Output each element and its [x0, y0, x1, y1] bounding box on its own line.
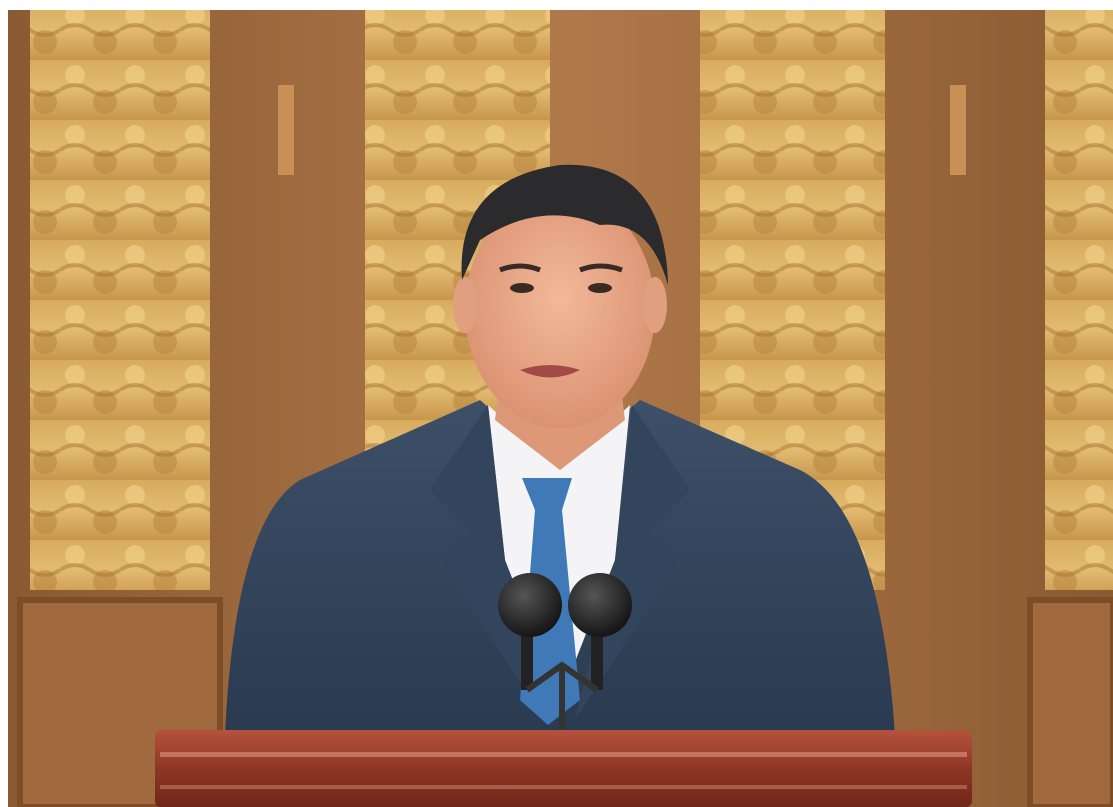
mouth [520, 365, 580, 378]
door-handle [278, 85, 294, 175]
carved-panel [1045, 10, 1113, 590]
eye [510, 283, 534, 293]
lapel [430, 405, 545, 720]
eye [588, 283, 612, 293]
lower-panel [1027, 597, 1113, 807]
mic-stem [591, 630, 603, 690]
mic-stem [521, 630, 533, 690]
eyebrow [499, 263, 541, 273]
face [465, 192, 655, 428]
door-handle [950, 85, 966, 175]
microphone [568, 573, 632, 637]
podium-trim [160, 785, 967, 789]
eyebrow [579, 263, 623, 273]
ear [453, 277, 477, 333]
microphone [498, 573, 562, 637]
lapel [575, 405, 690, 720]
carved-panel [30, 10, 210, 590]
hair [461, 164, 668, 285]
podium [155, 730, 972, 807]
ear [643, 277, 667, 333]
mic-stand [525, 661, 599, 730]
podium-trim [160, 752, 967, 757]
